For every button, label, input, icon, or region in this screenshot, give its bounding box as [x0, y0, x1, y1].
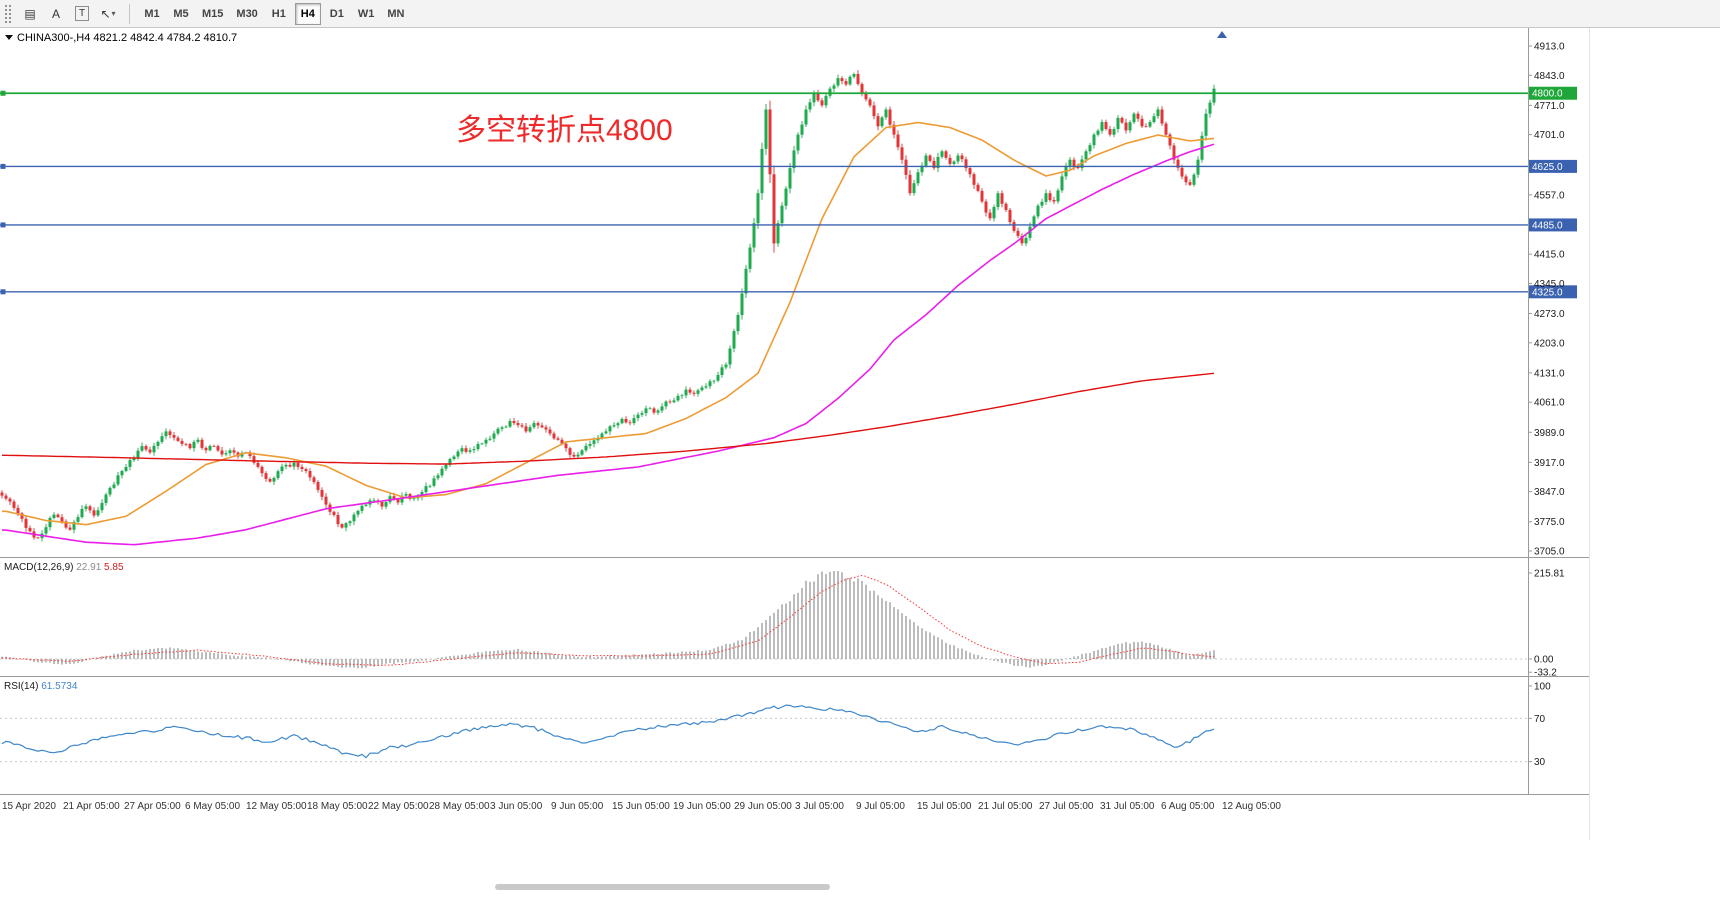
timeframe-m30-button[interactable]: M30 [231, 3, 262, 25]
time-axis-label: 12 Aug 05:00 [1222, 801, 1281, 812]
rsi-line [1, 704, 1215, 759]
price-tick-label: 4415.0 [1534, 250, 1565, 261]
timeframe-w1-button[interactable]: W1 [353, 3, 380, 25]
text-box-button[interactable]: T [70, 3, 94, 25]
price-tick-label: 3989.0 [1534, 428, 1565, 439]
hline-handle[interactable] [0, 163, 6, 169]
time-axis-label: 21 Jul 05:00 [978, 801, 1033, 812]
price-tick-label: 4843.0 [1534, 71, 1565, 82]
rsi-tick-label: 100 [1534, 682, 1551, 693]
time-axis-label: 12 May 05:00 [246, 801, 307, 812]
chart-windows-icon: ▤ [24, 6, 36, 21]
top-toolbar: ▤ A T ↖ ▾ M1 M5 M15 M30 H1 H4 D1 W1 MN [0, 0, 1720, 28]
text-box-icon: T [74, 6, 90, 21]
timeframe-mn-button[interactable]: MN [382, 3, 409, 25]
price-tick-label: 4771.0 [1534, 101, 1565, 112]
price-badge-label: 4485.0 [1532, 220, 1563, 231]
chart-canvas[interactable]: 4800.0 4625.0 4485.0 4325.0 多空转折点4800 4913.0 4… [0, 28, 1720, 898]
price-badge-label: 4325.0 [1532, 287, 1563, 298]
time-axis-label: 15 Jun 05:00 [612, 801, 670, 812]
price-tick-label: 3917.0 [1534, 458, 1565, 469]
toolbar-grip[interactable] [4, 3, 12, 24]
scroll-position-marker [1217, 31, 1227, 38]
price-tick-label: 3775.0 [1534, 517, 1565, 528]
time-axis-label: 19 Jun 05:00 [673, 801, 731, 812]
horizontal-scrollbar-thumb[interactable] [495, 884, 830, 890]
time-axis-label: 27 Apr 05:00 [124, 801, 181, 812]
price-badge [1529, 86, 1577, 100]
price-badge-label: 4800.0 [1532, 89, 1563, 100]
macd-histogram [1, 571, 1215, 669]
price-tick-label: 4913.0 [1534, 42, 1565, 53]
toolbar-separator [129, 3, 130, 24]
macd-tick-label: 215.81 [1534, 569, 1565, 580]
symbol-dropdown-icon[interactable] [5, 35, 13, 40]
time-axis-label: 3 Jun 05:00 [490, 801, 543, 812]
price-tick-label: 4273.0 [1534, 309, 1565, 320]
time-axis-label: 28 May 05:00 [429, 801, 490, 812]
price-badge-label: 4625.0 [1532, 162, 1563, 173]
ma-mid-line [2, 143, 1215, 546]
price-tick-label: 3847.0 [1534, 487, 1565, 498]
rsi-tick-label: 70 [1534, 714, 1546, 725]
timeframe-m1-button[interactable]: M1 [139, 3, 165, 25]
timeframe-buttons: M1 M5 M15 M30 H1 H4 D1 W1 MN [139, 2, 409, 25]
time-axis-label: 3 Jul 05:00 [795, 801, 844, 812]
time-axis-label: 15 Apr 2020 [2, 801, 56, 812]
hline-handle[interactable] [0, 289, 6, 295]
chevron-down-icon: ▾ [111, 9, 116, 18]
candles [0, 70, 1216, 542]
hline-handle[interactable] [0, 90, 6, 96]
text-label-icon: A [51, 6, 60, 21]
cursor-icon: ↖ [100, 6, 111, 21]
macd-tick-label: -33.2 [1534, 668, 1557, 679]
price-tick-label: 4701.0 [1534, 130, 1565, 141]
price-tick-label: 4557.0 [1534, 190, 1565, 201]
price-badge [1529, 218, 1577, 232]
rsi-label: RSI(14) 61.5734 [4, 681, 78, 692]
timeframe-h1-button[interactable]: H1 [266, 3, 292, 25]
timeframe-h4-button[interactable]: H4 [294, 2, 321, 25]
time-axis-label: 6 Aug 05:00 [1161, 801, 1215, 812]
ma-fast-line [2, 121, 1215, 526]
macd-label: MACD(12,26,9) 22.91 5.85 [4, 562, 124, 573]
time-axis-label: 22 May 05:00 [368, 801, 429, 812]
price-tick-label: 4061.0 [1534, 398, 1565, 409]
text-label-button[interactable]: A [44, 3, 68, 25]
price-badge [1529, 159, 1577, 173]
ma-slow-line [2, 372, 1215, 465]
timeframe-m15-button[interactable]: M15 [197, 3, 228, 25]
price-badge [1529, 285, 1577, 299]
time-axis-label: 6 May 05:00 [185, 801, 240, 812]
chart-windows-button[interactable]: ▤ [18, 3, 42, 25]
hline-handle[interactable] [0, 222, 6, 228]
rsi-tick-label: 30 [1534, 757, 1546, 768]
time-axis-label: 29 Jun 05:00 [734, 801, 792, 812]
time-axis-label: 21 Apr 05:00 [63, 801, 120, 812]
time-axis-label: 9 Jun 05:00 [551, 801, 604, 812]
price-tick-label: 4203.0 [1534, 338, 1565, 349]
macd-signal-line [1, 574, 1215, 667]
cursor-tool-button[interactable]: ↖ ▾ [96, 3, 120, 25]
timeframe-m5-button[interactable]: M5 [168, 3, 194, 25]
annotation-text[interactable]: 多空转折点4800 [456, 114, 673, 147]
time-axis-label: 18 May 05:00 [307, 801, 368, 812]
time-axis-label: 31 Jul 05:00 [1100, 801, 1155, 812]
price-tick-label: 4345.0 [1534, 279, 1565, 290]
ohlc-readout: CHINA300-,H4 4821.2 4842.4 4784.2 4810.7 [17, 32, 237, 44]
macd-tick-label: 0.00 [1534, 655, 1554, 666]
timeframe-d1-button[interactable]: D1 [324, 3, 350, 25]
price-tick-label: 3705.0 [1534, 547, 1565, 558]
time-axis-label: 27 Jul 05:00 [1039, 801, 1094, 812]
price-tick-label: 4131.0 [1534, 368, 1565, 379]
time-axis-label: 9 Jul 05:00 [856, 801, 905, 812]
time-axis-label: 15 Jul 05:00 [917, 801, 972, 812]
